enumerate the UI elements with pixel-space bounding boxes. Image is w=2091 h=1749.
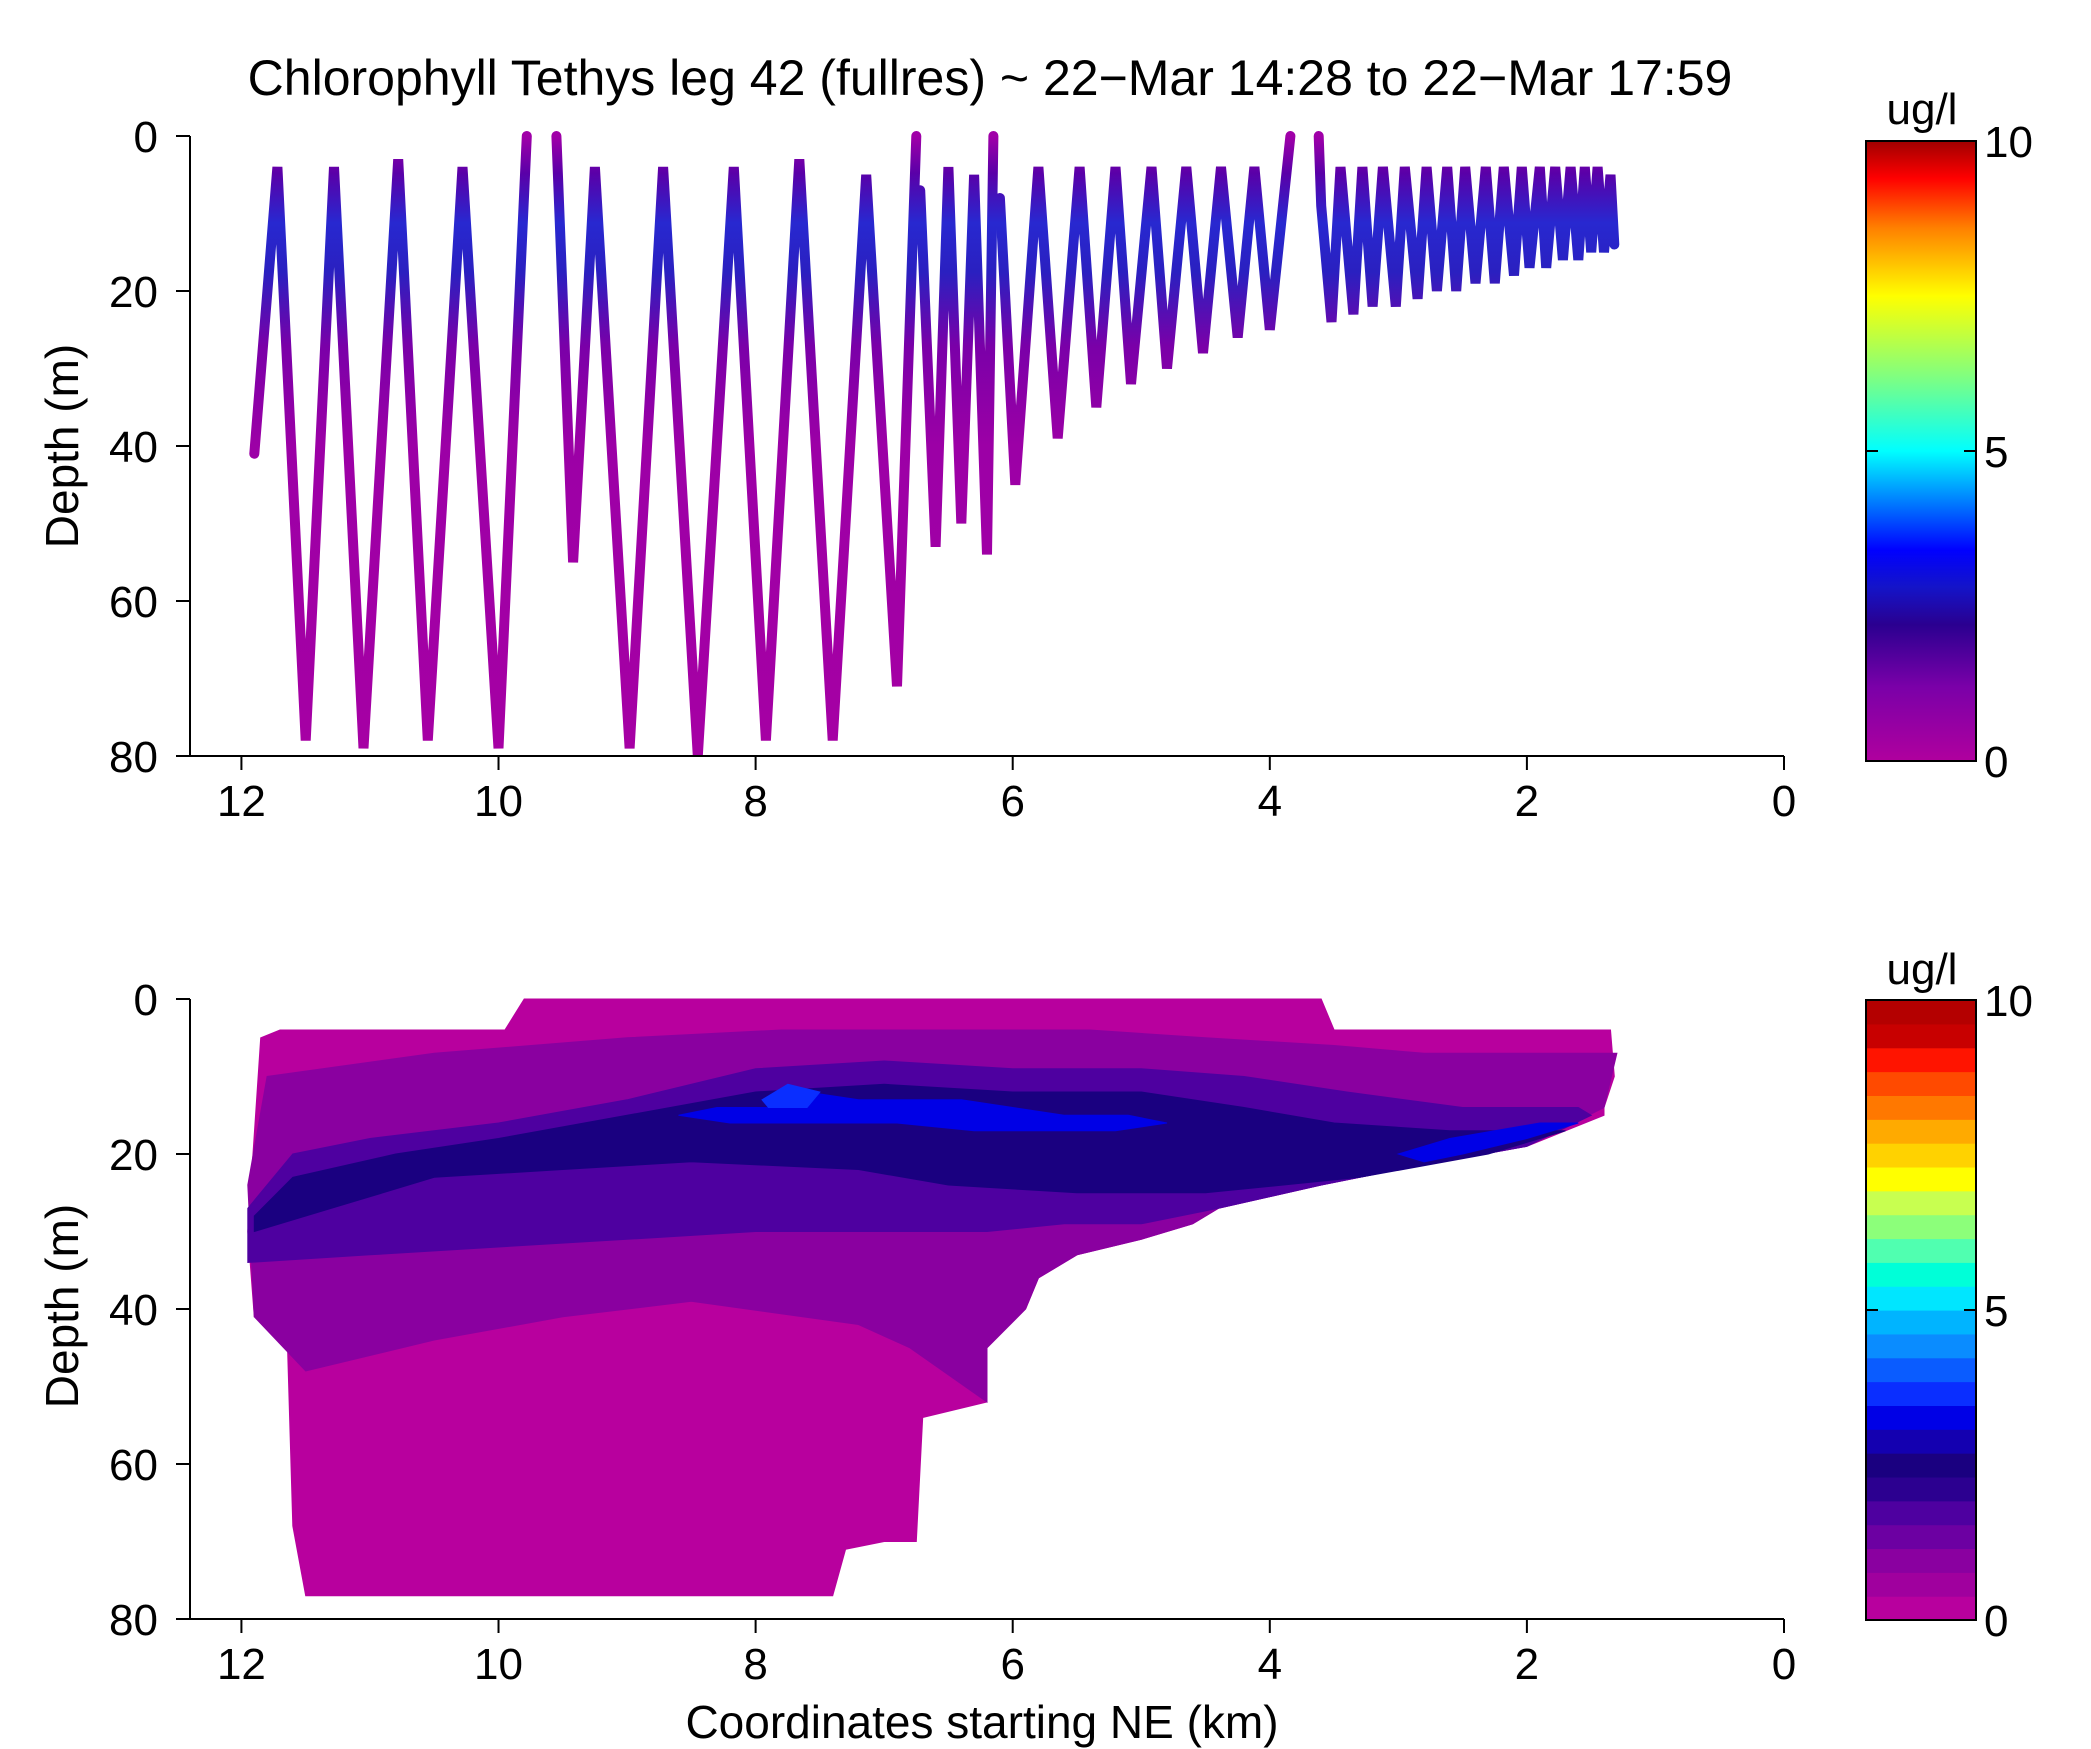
top-x-tick-label: 8 <box>743 777 767 826</box>
bottom-y-tick-label: 20 <box>109 1131 158 1180</box>
colorbar-level-swatch <box>1866 1333 1976 1359</box>
top-colorbar-gradient <box>1865 140 1977 762</box>
top-y-tick-label: 60 <box>109 578 158 627</box>
bottom-colorbar-tick-label: 0 <box>1984 1597 2008 1646</box>
bottom-y-tick-label: 60 <box>109 1441 158 1490</box>
top-colorbar: 0 5 10 <box>1865 118 2033 787</box>
colorbar-level-swatch <box>1866 1143 1976 1168</box>
bottom-y-tick-label: 80 <box>109 1596 158 1645</box>
yo-track-segment-0 <box>249 131 532 749</box>
top-plot-area <box>249 131 1620 757</box>
bottom-colorbar-unit: ug/l <box>1887 945 1958 994</box>
top-x-tick-label: 6 <box>1000 777 1024 826</box>
bottom-x-tick-label: 0 <box>1772 1640 1796 1689</box>
colorbar-level-swatch <box>1866 1095 1976 1120</box>
colorbar-level-swatch <box>1866 1357 1976 1383</box>
colorbar-level-swatch <box>1866 1429 1976 1454</box>
colorbar-level-swatch <box>1866 1119 1976 1144</box>
top-x-tick-label: 10 <box>474 777 523 826</box>
bottom-y-axis-label: Depth (m) <box>36 1204 88 1408</box>
bottom-x-axis-label: Coordinates starting NE (km) <box>685 1696 1278 1748</box>
bottom-y-tick-label: 0 <box>134 976 158 1025</box>
colorbar-level-swatch <box>1866 1476 1976 1502</box>
colorbar-level-swatch <box>1866 1310 1976 1335</box>
bottom-colorbar-tick-label: 10 <box>1984 977 2033 1026</box>
top-y-tick-label: 80 <box>109 733 158 782</box>
bottom-x-tick-label: 10 <box>474 1640 523 1689</box>
colorbar-level-swatch <box>1866 1453 1976 1478</box>
top-colorbar-tick-label: 5 <box>1984 428 2008 477</box>
bottom-x-tick-label: 8 <box>743 1640 767 1689</box>
colorbar-level-swatch <box>1866 1262 1976 1287</box>
yo-track-segment-1 <box>551 131 922 757</box>
colorbar-level-swatch <box>1866 1500 1976 1526</box>
top-x-tick-label: 0 <box>1772 777 1796 826</box>
bottom-colorbar: 0 5 10 <box>1865 977 2033 1646</box>
contour-region-5 <box>761 1083 821 1108</box>
colorbar-level-swatch <box>1866 1023 1976 1049</box>
bottom-x-tick-label: 2 <box>1515 1640 1539 1689</box>
yo-track-segment-4 <box>1313 131 1620 323</box>
colorbar-level-swatch <box>1866 1238 1976 1263</box>
yo-track-segment-3 <box>994 131 1296 486</box>
top-colorbar-tick-label: 0 <box>1984 738 2008 787</box>
colorbar-level-swatch <box>1866 1190 1976 1216</box>
colorbar-level-swatch <box>1866 1596 1976 1621</box>
top-y-tick-label: 40 <box>109 423 158 472</box>
bottom-x-tick-label: 4 <box>1258 1640 1282 1689</box>
bottom-x-tick-label: 12 <box>217 1640 266 1689</box>
colorbar-level-swatch <box>1866 1166 1976 1192</box>
bottom-plot-area <box>247 998 1618 1597</box>
colorbar-level-swatch <box>1866 1000 1976 1025</box>
bottom-x-tick-label: 6 <box>1000 1640 1024 1689</box>
top-x-tick-label: 4 <box>1258 777 1282 826</box>
colorbar-level-swatch <box>1866 1286 1976 1311</box>
colorbar-level-swatch <box>1866 1071 1976 1096</box>
bottom-colorbar-tick-label: 5 <box>1984 1287 2008 1336</box>
colorbar-level-swatch <box>1866 1047 1976 1073</box>
contour-region-3 <box>253 1083 1566 1233</box>
top-y-tick-label: 0 <box>134 113 158 162</box>
contour-region-6 <box>1396 1122 1579 1163</box>
top-x-tick-label: 12 <box>217 777 266 826</box>
colorbar-level-swatch <box>1866 1381 1976 1406</box>
yo-track-segment-2 <box>915 131 999 555</box>
colorbar-level-swatch <box>1866 1572 1976 1597</box>
colorbar-level-swatch <box>1866 1214 1976 1240</box>
top-colorbar-unit: ug/l <box>1887 85 1958 134</box>
colorbar-level-swatch <box>1866 1405 1976 1430</box>
top-x-tick-label: 2 <box>1515 777 1539 826</box>
top-y-tick-label: 20 <box>109 268 158 317</box>
bottom-y-tick-label: 40 <box>109 1286 158 1335</box>
top-y-axis-label: Depth (m) <box>36 344 88 548</box>
top-chart-title: Chlorophyll Tethys leg 42 (fullres) ~ 22… <box>248 50 1733 106</box>
colorbar-level-swatch <box>1866 1548 1976 1573</box>
top-colorbar-tick-label: 10 <box>1984 118 2033 167</box>
colorbar-level-swatch <box>1866 1524 1976 1550</box>
